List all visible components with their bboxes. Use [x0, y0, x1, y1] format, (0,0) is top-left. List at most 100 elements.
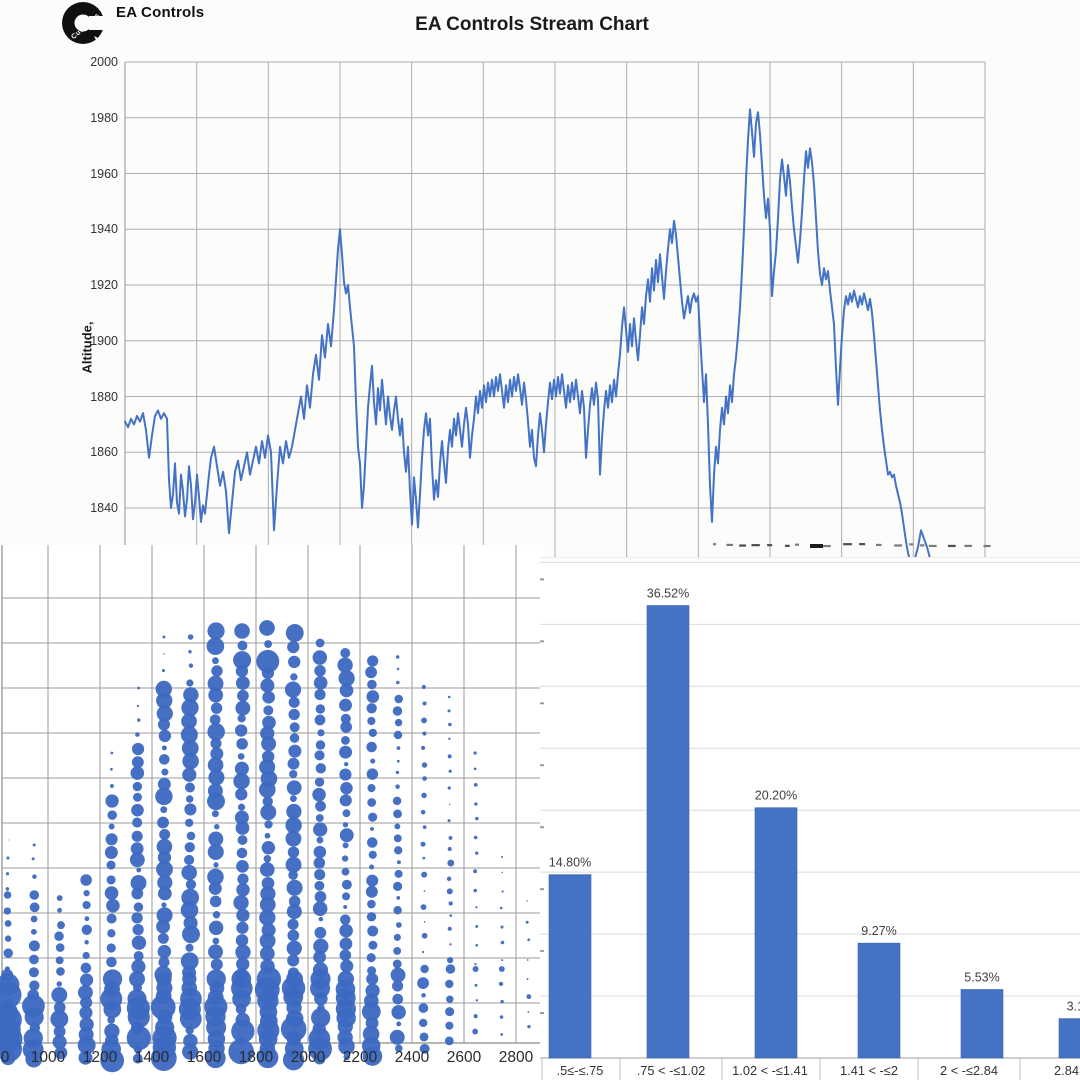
frequency-bubble [448, 737, 451, 740]
frequency-bubble [315, 704, 326, 714]
frequency-bubble [287, 757, 300, 770]
frequency-bubble [500, 925, 504, 929]
frequency-bubble [55, 943, 65, 952]
frequency-bubble [207, 843, 224, 860]
clipped-axis-text-fragment [983, 544, 991, 548]
frequency-bubble [368, 940, 378, 950]
altitude-series-line [124, 108, 931, 557]
frequency-bubble [366, 703, 377, 714]
frequency-bubble [392, 796, 402, 806]
frequency-bubble [157, 777, 171, 791]
frequency-bubble [474, 983, 478, 987]
frequency-bubble [473, 751, 477, 755]
frequency-bubble [185, 943, 194, 952]
frequency-bubble [260, 886, 276, 902]
frequency-bubble [107, 1016, 116, 1024]
frequency-bubble [527, 938, 531, 942]
frequency-bubble [394, 846, 403, 855]
frequency-bubble [314, 689, 326, 701]
frequency-bubble [315, 740, 326, 750]
frequency-bubble [237, 835, 248, 846]
frequency-bubble [185, 879, 197, 890]
frequency-bubble [395, 655, 400, 659]
frequency-bubble [50, 1010, 69, 1029]
category-label: 1.02 < -≤1.41 [732, 1063, 808, 1078]
frequency-bubble [208, 920, 224, 936]
frequency-bubble [500, 999, 504, 1004]
frequency-bubble [447, 819, 451, 823]
frequency-bubble [316, 836, 324, 844]
frequency-bubble [29, 890, 40, 900]
stream-line-chart-panel: Cummins EA Controls EA Controls Stream C… [62, 2, 991, 557]
frequency-bubble [181, 888, 200, 907]
frequency-bubble [77, 985, 93, 1001]
frequency-bubble [447, 695, 451, 699]
frequency-bubble [234, 623, 250, 639]
frequency-bubble [211, 665, 223, 677]
frequency-bubble [261, 876, 275, 890]
frequency-bubble [446, 957, 454, 964]
frequency-bubble [475, 925, 479, 928]
frequency-bubble [210, 747, 224, 761]
frequency-bubble [362, 1046, 383, 1066]
frequency-bubble [527, 1024, 531, 1029]
frequency-bubble [53, 1001, 66, 1014]
frequency-bubble [392, 959, 402, 969]
frequency-bubble [287, 929, 300, 942]
frequency-bubble [344, 762, 349, 767]
frequency-bubble [315, 763, 326, 774]
frequency-bubble [82, 951, 90, 960]
frequency-bubble [181, 713, 197, 730]
frequency-bubble [422, 825, 427, 830]
frequency-bubble [422, 856, 426, 860]
frequency-bubble [314, 926, 327, 939]
frequency-bubble [180, 726, 198, 744]
frequency-bubble [236, 847, 248, 859]
frequency-bubble [261, 666, 275, 680]
frequency-bubble [288, 708, 300, 721]
frequency-bubble [126, 1025, 152, 1051]
frequency-bubble [57, 907, 62, 913]
frequency-bubble [158, 754, 170, 765]
bar-value-label: 9.27% [861, 924, 896, 938]
frequency-bubble [262, 796, 273, 807]
frequency-bubble [420, 841, 426, 847]
frequency-bubble [156, 919, 170, 934]
frequency-bubble [366, 768, 379, 780]
frequency-bubble [341, 879, 352, 890]
frequency-bubble [527, 1010, 530, 1013]
frequency-bubble [161, 768, 169, 776]
frequency-bubble [84, 916, 90, 922]
frequency-bubble [420, 904, 427, 910]
frequency-bubble [448, 769, 452, 773]
bubble-chart-panel: 0 1000 1200 1400 1600 1800 2000 2200 2400 2600 280… [0, 545, 545, 1080]
frequency-bubble [186, 831, 196, 841]
frequency-bubble [389, 1029, 405, 1045]
frequency-bubble [390, 967, 406, 983]
frequency-bubble [29, 902, 40, 913]
clipped-y-tick-fragment [540, 1012, 544, 1015]
frequency-bubble [343, 1053, 351, 1061]
frequency-bubble [500, 940, 505, 945]
frequency-bubble [4, 920, 12, 927]
frequency-bubble [131, 830, 143, 842]
frequency-bubble [260, 804, 277, 821]
frequency-bubble [340, 721, 353, 733]
frequency-bubble [314, 665, 326, 677]
frequency-bubble [313, 845, 327, 859]
histogram-panel: 14.80% 36.52% 20.20% 9.27% 5.53% 3.1 .5≤-≤.75.… [540, 557, 1080, 1080]
clipped-axis-text-fragment [726, 543, 734, 547]
frequency-bubble [339, 698, 352, 712]
frequency-bubble [448, 803, 451, 806]
x-axis-tick-label: 1600 [187, 1049, 222, 1066]
frequency-bubble [421, 950, 425, 954]
frequency-bubble [161, 902, 167, 908]
frequency-bubble [341, 867, 350, 876]
frequency-bubble [25, 1050, 43, 1068]
frequency-bubble [473, 1014, 478, 1019]
frequency-bubble [259, 946, 275, 961]
bar [548, 874, 592, 1059]
frequency-bubble [421, 762, 428, 768]
frequency-bubble [422, 776, 427, 781]
frequency-bubble [261, 736, 277, 752]
